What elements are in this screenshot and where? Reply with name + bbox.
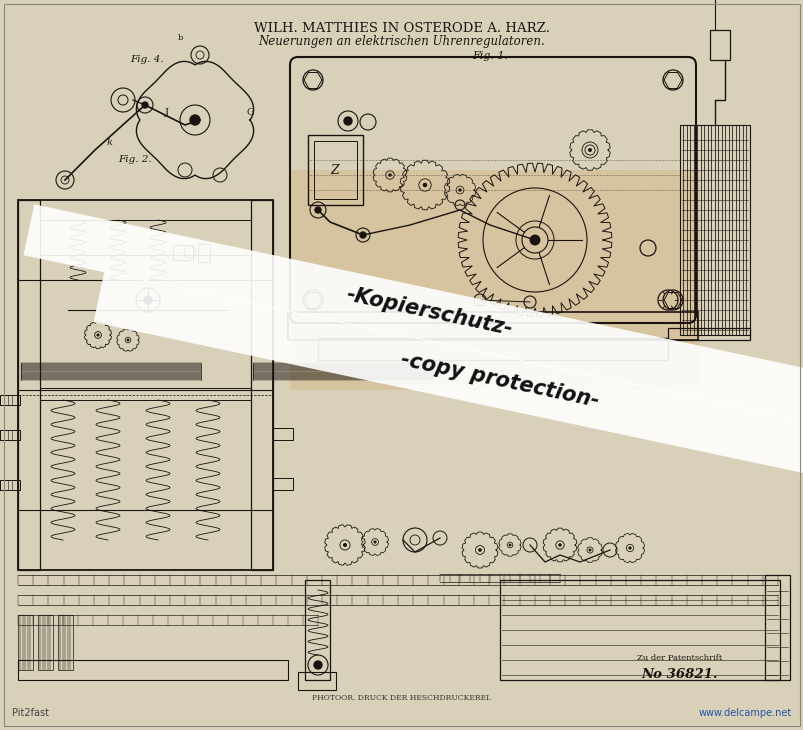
Bar xyxy=(273,428,292,440)
Bar xyxy=(318,338,667,360)
Circle shape xyxy=(389,174,390,176)
Text: Fig. 1.: Fig. 1. xyxy=(471,51,507,61)
Bar xyxy=(298,672,336,690)
Text: -copy protection-: -copy protection- xyxy=(398,349,601,411)
Circle shape xyxy=(144,296,152,304)
Bar xyxy=(314,141,357,199)
Bar xyxy=(764,575,789,680)
Text: No 36821.: No 36821. xyxy=(641,669,717,682)
Bar xyxy=(308,135,362,205)
Circle shape xyxy=(588,149,590,151)
Bar xyxy=(198,244,210,262)
Circle shape xyxy=(479,549,480,551)
Text: Fig. 4.: Fig. 4. xyxy=(130,55,164,64)
Text: k: k xyxy=(107,138,112,147)
Circle shape xyxy=(459,189,460,191)
Circle shape xyxy=(127,339,128,341)
Polygon shape xyxy=(93,272,803,493)
Bar xyxy=(18,615,33,670)
Text: G: G xyxy=(246,108,254,117)
Text: www.delcampe.net: www.delcampe.net xyxy=(698,708,791,718)
Circle shape xyxy=(344,117,352,125)
Circle shape xyxy=(315,207,320,213)
Circle shape xyxy=(423,183,426,187)
Circle shape xyxy=(558,544,560,546)
Circle shape xyxy=(589,549,590,550)
Circle shape xyxy=(314,661,321,669)
Text: -Kopierschutz-: -Kopierschutz- xyxy=(344,285,515,339)
Text: Z: Z xyxy=(330,164,339,177)
Text: Pit2fast: Pit2fast xyxy=(12,708,49,718)
Bar xyxy=(679,125,749,335)
Bar xyxy=(173,245,193,260)
Bar xyxy=(0,395,20,405)
Bar xyxy=(709,30,729,60)
Polygon shape xyxy=(23,204,803,426)
Circle shape xyxy=(190,115,200,125)
Bar xyxy=(304,580,329,680)
Circle shape xyxy=(142,102,148,108)
Bar xyxy=(667,328,749,340)
Bar xyxy=(18,200,40,570)
Text: b: b xyxy=(177,34,182,42)
Circle shape xyxy=(344,544,346,546)
Text: Neuerungen an elektrischen Uhrenregulatoren.: Neuerungen an elektrischen Uhrenregulato… xyxy=(259,36,544,48)
Text: Zu der Patentschrift: Zu der Patentschrift xyxy=(637,654,722,662)
Bar xyxy=(40,388,251,400)
Bar xyxy=(251,200,273,570)
Bar xyxy=(273,478,292,490)
Bar xyxy=(18,200,273,570)
Bar xyxy=(40,220,251,255)
Text: PHOTOOR. DRUCK DER HESCHDRUCKEREI.: PHOTOOR. DRUCK DER HESCHDRUCKEREI. xyxy=(312,694,491,702)
Circle shape xyxy=(530,235,539,245)
Bar xyxy=(287,312,697,340)
Bar xyxy=(0,430,20,440)
Circle shape xyxy=(373,541,375,543)
Circle shape xyxy=(508,545,510,546)
Bar xyxy=(18,660,287,680)
Bar xyxy=(499,580,779,680)
Circle shape xyxy=(97,334,99,336)
Circle shape xyxy=(628,547,630,549)
Polygon shape xyxy=(290,170,699,390)
Bar xyxy=(38,615,53,670)
Circle shape xyxy=(360,232,365,238)
Text: J: J xyxy=(165,108,169,117)
Text: WILH. MATTHIES IN OSTERODE A. HARZ.: WILH. MATTHIES IN OSTERODE A. HARZ. xyxy=(254,21,549,34)
Text: Fig. 2.: Fig. 2. xyxy=(118,155,152,164)
Bar xyxy=(0,480,20,490)
Bar xyxy=(58,615,73,670)
